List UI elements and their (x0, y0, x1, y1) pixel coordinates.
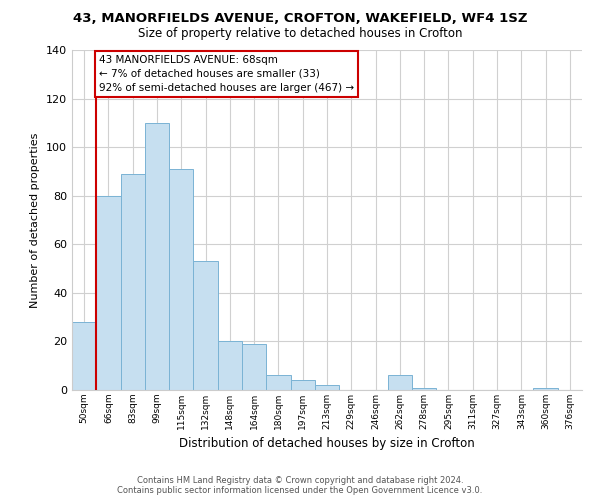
Bar (169, 169, 193, 390)
Bar (218, 342, 242, 390)
Bar (145, 123, 169, 390)
Bar (193, 262, 218, 390)
X-axis label: Distribution of detached houses by size in Crofton: Distribution of detached houses by size … (179, 438, 475, 450)
Bar (96, 196, 121, 390)
Bar (266, 376, 290, 390)
Bar (315, 385, 339, 390)
Y-axis label: Number of detached properties: Number of detached properties (31, 132, 40, 308)
Bar (121, 174, 145, 390)
Text: Contains HM Land Registry data © Crown copyright and database right 2024.
Contai: Contains HM Land Registry data © Crown c… (118, 476, 482, 495)
Bar (388, 376, 412, 390)
Bar (72, 322, 96, 390)
Bar (412, 388, 436, 390)
Text: Size of property relative to detached houses in Crofton: Size of property relative to detached ho… (138, 28, 462, 40)
Text: 43, MANORFIELDS AVENUE, CROFTON, WAKEFIELD, WF4 1SZ: 43, MANORFIELDS AVENUE, CROFTON, WAKEFIE… (73, 12, 527, 26)
Text: 43 MANORFIELDS AVENUE: 68sqm
← 7% of detached houses are smaller (33)
92% of sem: 43 MANORFIELDS AVENUE: 68sqm ← 7% of det… (99, 55, 354, 93)
Bar (242, 344, 266, 390)
Bar (533, 388, 558, 390)
Bar (290, 380, 315, 390)
